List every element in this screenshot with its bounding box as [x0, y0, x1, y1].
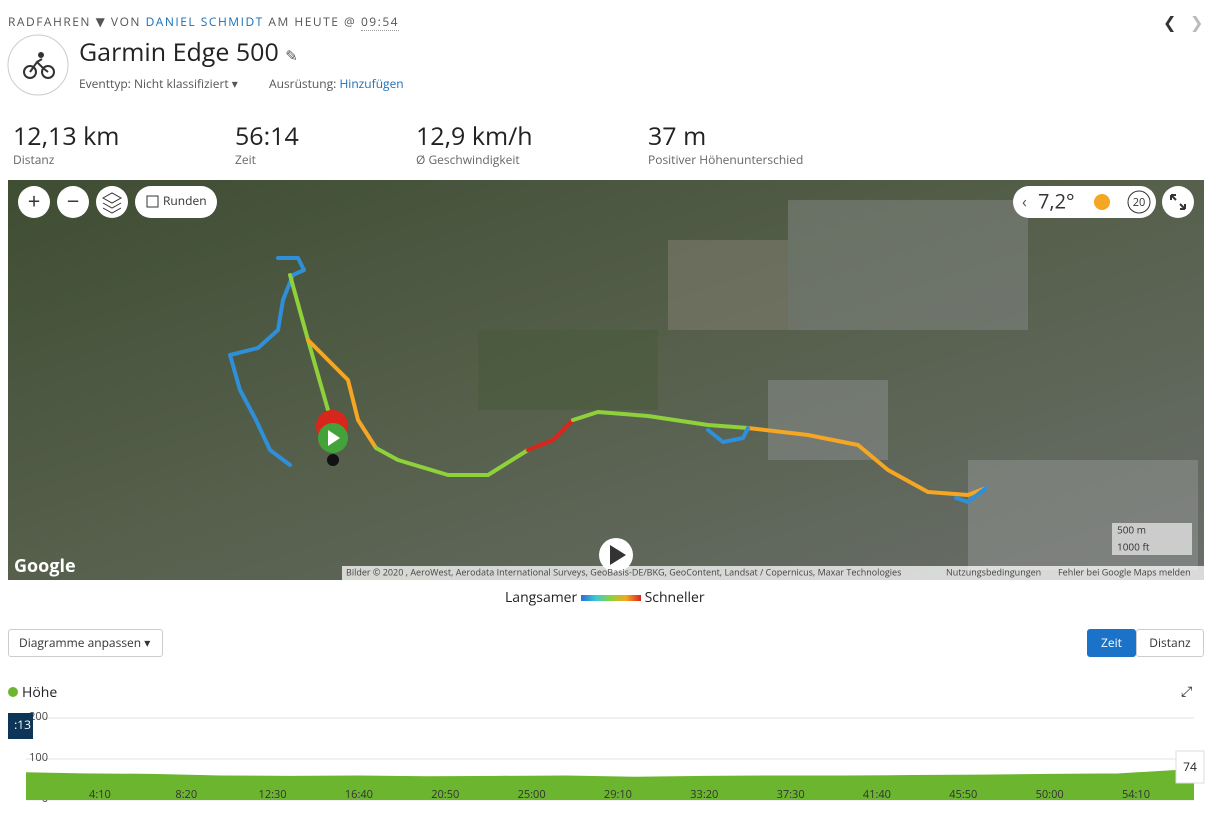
wind: 20 [1133, 195, 1146, 210]
map[interactable]: + − Runden ‹ 7,2° 20 Google 500 m 1000 f… [8, 180, 1204, 580]
x-tick-label: 33:20 [690, 787, 718, 802]
temperature: 7,2° [1038, 187, 1075, 214]
laps-toggle[interactable] [135, 186, 217, 218]
by: VON [110, 13, 141, 30]
stat-label: Distanz [13, 151, 55, 168]
event-type: Eventtyp: Nicht klassifiziert ▾ [79, 75, 238, 92]
stat-label: Positiver Höhenunterschied [648, 151, 804, 168]
chart-expand[interactable]: ⤢ [1181, 682, 1193, 701]
x-tick-label: 54:10 [1122, 787, 1150, 802]
attribution: Bilder © 2020 , AeroWest, Aerodata Inter… [346, 565, 901, 578]
area-fill [26, 769, 1194, 800]
when: AM HEUTE @ [268, 13, 357, 30]
cursor-label: :13 [14, 716, 31, 733]
legend-dot [8, 687, 18, 697]
x-tick-label: 45:50 [949, 787, 977, 802]
x-tick-label: 37:30 [777, 787, 805, 802]
y-tick-label: 100 [29, 750, 48, 765]
stat-value: 37 m [648, 119, 707, 153]
title-text: Garmin Edge 500 [79, 35, 279, 69]
stat-label: Ø Geschwindigkeit [416, 151, 520, 168]
stat-value: 12,13 km [13, 119, 120, 153]
terms[interactable]: Nutzungsbedingungen [946, 565, 1041, 578]
svg-text:‹: ‹ [1022, 190, 1027, 212]
x-tick-label: 12:30 [259, 787, 287, 802]
activity-icon [7, 34, 69, 96]
google-logo: Google [14, 554, 76, 578]
x-tick-label: 16:40 [345, 787, 373, 802]
area-line [25, 768, 1195, 779]
stat-value: 12,9 km/h [416, 119, 533, 153]
next[interactable]: ❯ [1190, 11, 1204, 33]
legend-label: Höhe [22, 683, 58, 702]
author[interactable]: DANIEL SCHMIDT [145, 13, 264, 30]
prev[interactable]: ❮ [1163, 11, 1177, 33]
svg-text:−: − [67, 186, 80, 216]
laps-label[interactable]: Runden [163, 192, 207, 209]
equipment-label: Ausrüstung: [269, 75, 337, 92]
x-tick-label: 8:20 [175, 787, 197, 802]
stat-label: Zeit [235, 151, 256, 168]
end-label: 74 [1183, 758, 1197, 775]
cursor-box [8, 713, 33, 739]
activity-type[interactable]: RADFAHREN [8, 13, 91, 30]
legend-slow: Langsamer [505, 588, 578, 607]
customize-label[interactable]: Diagramme anpassen [19, 634, 142, 651]
x-tick-label: 41:40 [863, 787, 891, 802]
speed-legend: Langsamer Schneller [505, 588, 705, 607]
stat-value: 56:14 [235, 119, 299, 153]
customize-button[interactable]: Diagramme anpassen ▾ [8, 629, 163, 657]
fullscreen[interactable] [1162, 186, 1194, 218]
elevation-chart: 01002004:108:2012:3016:4020:5025:0029:10… [8, 709, 1205, 806]
toggle-time[interactable]: Zeit [1087, 629, 1136, 657]
legend-fast: Schneller [644, 588, 705, 607]
svg-text:+: + [28, 186, 41, 216]
x-tick-label: 50:00 [1036, 787, 1064, 802]
title: Garmin Edge 500 ✎ [79, 35, 298, 69]
event-value[interactable]: Nicht klassifiziert [133, 75, 229, 92]
scale-imperial: 1000 ft [1117, 540, 1150, 554]
equipment: Ausrüstung: Hinzufügen [269, 75, 404, 92]
report[interactable]: Fehler bei Google Maps melden [1058, 565, 1191, 578]
scale-metric: 500 m [1117, 523, 1146, 537]
x-tick-label: 4:10 [89, 787, 111, 802]
event-label: Eventtyp: [79, 75, 131, 92]
zoom-controls[interactable]: + − [18, 186, 128, 218]
end-box [1175, 750, 1205, 784]
time: 09:54 [360, 13, 400, 31]
chart-legend: Höhe [8, 683, 57, 702]
x-tick-label: 29:10 [604, 787, 632, 802]
breadcrumb: RADFAHREN ▼ VON DANIEL SCHMIDT AM HEUTE … [8, 13, 400, 31]
equipment-add[interactable]: Hinzufügen [339, 75, 404, 92]
toggle-distance[interactable]: Distanz [1136, 629, 1204, 657]
x-tick-label: 25:00 [518, 787, 546, 802]
y-tick-label: 200 [29, 709, 48, 724]
x-tick-label: 20:50 [431, 787, 459, 802]
weather[interactable] [1013, 186, 1156, 218]
